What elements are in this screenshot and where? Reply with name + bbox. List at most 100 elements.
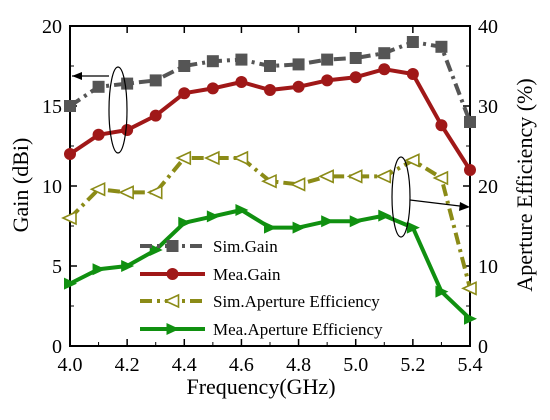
data-point (149, 74, 162, 87)
data-point (149, 244, 163, 256)
data-point (349, 215, 363, 228)
data-point (118, 185, 134, 200)
data-point (64, 148, 76, 160)
data-point (264, 221, 277, 234)
data-point (64, 100, 76, 112)
data-point (149, 109, 162, 122)
y2-tick-label: 30 (478, 96, 498, 118)
data-point (121, 260, 135, 272)
legend-marker (166, 323, 180, 335)
data-point (321, 74, 334, 87)
series-sim-gain (64, 36, 476, 128)
y2-tick-label: 10 (478, 256, 498, 278)
series-sim-aperture-efficiency (61, 150, 477, 296)
data-point (292, 58, 305, 71)
data-point (289, 177, 306, 192)
data-point (92, 128, 105, 141)
data-point (292, 221, 306, 234)
y2-tick-label: 40 (478, 16, 498, 38)
right-axis-arrowhead (459, 202, 470, 211)
data-point (178, 216, 192, 229)
data-point (318, 169, 334, 184)
x-tick-label: 4.4 (172, 354, 197, 376)
data-point (435, 40, 448, 53)
legend: Sim.Gain Mea.Gain Sim.Aperture Efficiency M… (140, 237, 383, 339)
data-point (235, 53, 248, 66)
x-tick-label: 5.0 (343, 354, 368, 376)
data-point (121, 124, 134, 136)
data-point (264, 60, 276, 72)
data-point (403, 153, 420, 168)
data-point (235, 204, 249, 216)
data-point (64, 277, 77, 290)
x-tick-label: 4.2 (115, 354, 140, 376)
x-tick-label: 4.8 (286, 354, 311, 376)
data-point (264, 84, 276, 96)
annotations (72, 66, 470, 238)
data-point (406, 36, 419, 48)
legend-label: Mea.Gain (213, 265, 281, 284)
legend-marker (163, 293, 180, 309)
data-point (378, 63, 391, 76)
y2-tick-label: 20 (478, 176, 498, 198)
data-point (146, 185, 163, 200)
data-point (435, 119, 448, 132)
data-point (321, 215, 335, 228)
series-layer (61, 36, 477, 325)
legend-label: Mea.Aperture Efficiency (213, 320, 383, 339)
y-tick-label: 5 (52, 256, 62, 278)
x-tick-label: 5.2 (400, 354, 425, 376)
series-mea-aperture-efficiency (64, 204, 477, 325)
y-tick-label: 20 (42, 16, 62, 38)
data-point (349, 52, 362, 64)
data-point (261, 173, 277, 189)
data-point (464, 164, 476, 176)
data-point (235, 76, 248, 88)
data-point (232, 150, 249, 166)
plot-area: 4.0 4.2 4.4 4.6 4.8 5.0 5.2 5.40510152001020304… (42, 16, 498, 376)
data-point (321, 53, 334, 66)
data-point (378, 209, 392, 222)
y-tick-label: 10 (42, 176, 62, 198)
data-point (432, 170, 449, 186)
series-mea-gain (64, 63, 476, 176)
data-point (175, 150, 192, 166)
data-point (206, 55, 219, 68)
data-point (378, 47, 391, 60)
y-tick-label: 0 (52, 336, 62, 358)
data-point (435, 285, 449, 298)
data-point (461, 281, 477, 296)
data-point (92, 263, 106, 276)
x-tick-label: 4.6 (229, 354, 254, 376)
legend-label: Sim.Gain (213, 237, 278, 256)
y-axis-title: Gain (dBi) (8, 138, 33, 233)
y2-axis-title: Aperture Efficiency (%) (512, 78, 537, 291)
y-tick-label: 15 (42, 96, 62, 118)
data-point (61, 210, 77, 226)
data-point (121, 77, 134, 90)
data-point (406, 68, 419, 80)
left-axis-arrowhead (72, 72, 82, 80)
data-point (406, 221, 420, 234)
data-point (464, 116, 476, 128)
x-axis-title: Frequency(GHz) (186, 374, 335, 399)
right-axis-indicator-arrow (409, 199, 469, 208)
data-point (178, 60, 191, 72)
data-point (375, 169, 392, 184)
data-point (206, 210, 220, 223)
data-point (206, 82, 219, 95)
data-point (89, 181, 106, 197)
y2-tick-label: 0 (478, 336, 488, 358)
data-point (292, 80, 305, 93)
x-tick-label: 4.0 (58, 354, 83, 376)
legend-marker (166, 268, 179, 280)
legend-label: Sim.Aperture Efficiency (213, 292, 380, 311)
x-tick-label: 5.4 (458, 354, 483, 376)
data-point (346, 169, 363, 184)
data-point (203, 150, 220, 166)
right-axis-indicator-ellipse (391, 156, 411, 238)
axis-text: Frequency(GHz) Gain (dBi) Aperture Effic… (8, 78, 537, 399)
data-point (92, 80, 105, 93)
data-point (464, 312, 477, 325)
